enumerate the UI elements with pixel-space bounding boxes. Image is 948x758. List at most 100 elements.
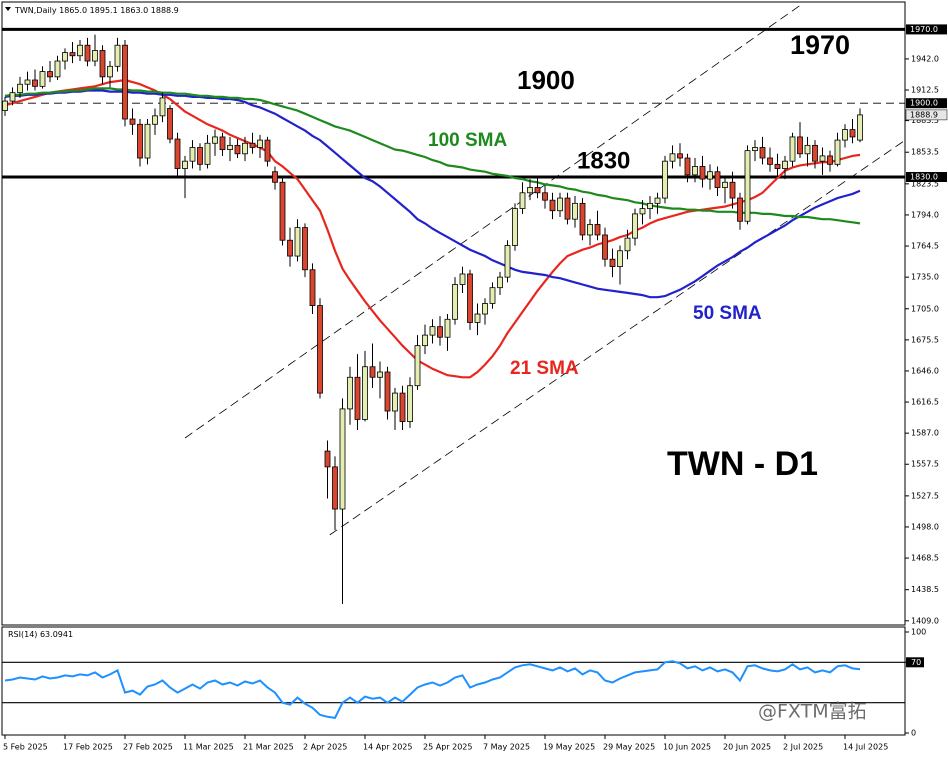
candle-body <box>857 114 863 141</box>
candle-body <box>422 334 428 347</box>
level-tag-label: 1970.0 <box>910 25 938 34</box>
open: 1865.0 <box>59 6 87 15</box>
level-tag <box>906 98 947 109</box>
candle-body <box>99 50 106 78</box>
level-tag <box>906 171 947 182</box>
x-tick-label: 25 Apr 2025 <box>423 743 472 752</box>
candle-body <box>662 160 668 199</box>
candle-body <box>699 166 706 180</box>
candle-body <box>534 187 541 194</box>
candle-body <box>437 326 443 338</box>
candle-body <box>32 79 38 87</box>
x-tick-label: 2 Jul 2025 <box>783 743 823 752</box>
candle-body <box>242 142 248 155</box>
chart-annotation: TWN - D1 <box>667 445 818 483</box>
y-tick-label: 1557.5 <box>911 460 939 469</box>
x-tick-label: 14 Jul 2025 <box>843 743 888 752</box>
candle-body <box>512 208 518 246</box>
x-tick-label: 11 Mar 2025 <box>183 743 234 752</box>
header: TWN,Daily 1865.0 1895.1 1863.0 1888.9 <box>14 6 179 15</box>
x-tick-label: 29 May 2025 <box>603 743 655 752</box>
price-frame <box>1 1 906 626</box>
candle-body <box>617 250 623 267</box>
candle-body <box>309 269 316 306</box>
rsi-name: RSI(14) <box>8 630 37 639</box>
level-annotation: 1900 <box>517 65 575 95</box>
candle-body <box>744 150 751 222</box>
candle-body <box>384 371 391 412</box>
candle-body <box>347 376 353 410</box>
candle-body <box>677 153 683 159</box>
candle-body <box>204 142 211 165</box>
x-tick-label: 2 Apr 2025 <box>303 743 347 752</box>
candle-body <box>227 144 233 150</box>
menu-arrow <box>5 7 11 11</box>
candle-body <box>654 197 661 204</box>
candle-body <box>572 202 578 220</box>
price-tag-label: 1888.9 <box>910 110 938 119</box>
candle-body <box>444 318 451 338</box>
candle-body <box>587 224 593 236</box>
candle-body <box>729 181 736 199</box>
candle-body <box>789 136 796 162</box>
candle-body <box>69 52 76 57</box>
candle-body <box>414 345 421 387</box>
axes: 1942.0 1912.5 1883.5 1853.5 1823.5 1794.0 1764… <box>3 24 948 752</box>
sma-label: 100 SMA <box>428 130 507 151</box>
candle-body <box>17 83 23 94</box>
candle-body <box>467 273 473 323</box>
candle-body <box>114 44 121 67</box>
candle-body <box>77 44 83 57</box>
rsi-tag <box>906 657 924 668</box>
candle-body <box>62 52 68 62</box>
candle-body <box>392 392 398 412</box>
candle-body <box>317 305 323 394</box>
candle-body <box>144 123 151 159</box>
symbol: TWN,Daily <box>14 6 57 15</box>
candle-body <box>362 366 368 420</box>
candle-body <box>294 227 301 257</box>
rsi-panel <box>2 660 905 719</box>
candle-body <box>339 408 346 510</box>
candle-body <box>174 138 181 169</box>
candle-body <box>152 115 158 125</box>
candle-body <box>594 224 601 236</box>
close: 1888.9 <box>151 6 179 15</box>
rsi-header: RSI(14) 63.0941 <box>8 630 73 639</box>
candle-body <box>684 157 691 176</box>
y-tick-label: 1764.5 <box>911 242 939 251</box>
rsi-y-tick-label: 0 <box>911 729 916 738</box>
candle-body <box>602 234 608 260</box>
candle-body <box>429 326 436 336</box>
candle-body <box>639 208 646 215</box>
candle-body <box>504 245 511 278</box>
candle-body <box>557 197 563 212</box>
candle-body <box>407 385 413 422</box>
rsi-y-tick-label: 100 <box>911 628 926 637</box>
candle-body <box>47 71 53 78</box>
candle-body <box>189 147 196 162</box>
candle-body <box>257 139 263 148</box>
candle-body <box>647 202 653 210</box>
candle-body <box>669 153 676 162</box>
candle-body <box>489 287 496 304</box>
y-tick-label: 1794.0 <box>911 210 939 219</box>
x-tick-label: 17 Feb 2025 <box>63 743 113 752</box>
rsi-line <box>4 660 861 719</box>
candle-body <box>54 60 61 78</box>
candle-body <box>279 181 286 241</box>
candle-body <box>737 197 743 222</box>
candle-body <box>752 147 758 152</box>
candle-body <box>234 144 241 155</box>
level-annotation: 1970 <box>790 30 850 60</box>
candle-body <box>369 366 376 378</box>
candle-body <box>632 213 638 239</box>
level-annotation: 1830 <box>577 147 630 174</box>
candle-body <box>129 118 136 125</box>
y-tick-label: 1675.5 <box>911 335 939 344</box>
candle-body <box>197 147 203 165</box>
level-tag <box>906 24 947 35</box>
candle-body <box>2 100 8 111</box>
candle-body <box>827 155 833 165</box>
